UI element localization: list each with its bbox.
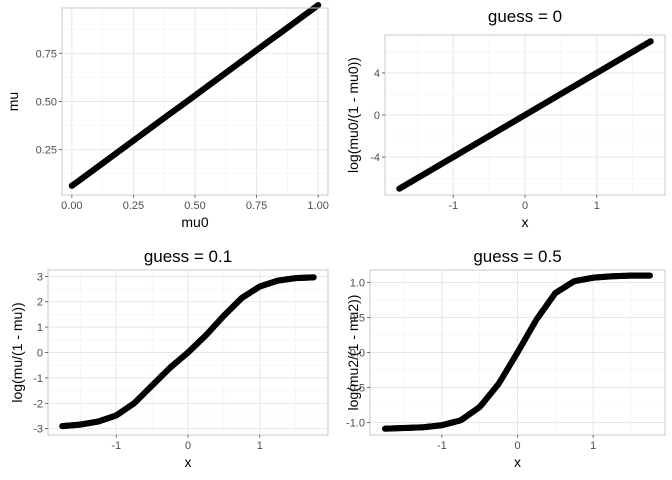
data-points [382, 272, 653, 432]
x-tick-label: 0.75 [246, 200, 267, 212]
y-tick-label: 1.0 [350, 278, 365, 290]
x-axis-title: mu0 [181, 214, 208, 230]
x-tick-label: 1 [594, 200, 600, 212]
y-tick-label: 3 [37, 271, 43, 283]
x-tick-label: 0 [522, 200, 528, 212]
panel-title: guess = 0 [488, 7, 562, 26]
y-axis-title: log(mu0/(1 - mu0)) [345, 57, 361, 173]
y-tick-label: 0.25 [36, 145, 57, 157]
gridlines [48, 270, 328, 435]
y-tick-label: -4 [370, 152, 380, 164]
y-tick-label: -2 [33, 398, 43, 410]
y-axis-title: mu [5, 92, 21, 111]
x-tick-label: 1 [257, 440, 263, 452]
x-tick-label: -1 [448, 200, 458, 212]
data-point [310, 274, 317, 281]
x-tick-label: 0.50 [184, 200, 205, 212]
data-points [396, 38, 654, 192]
gridlines [385, 35, 665, 195]
panel-4: -1 0 1 -1.0 -0.5 0.0 0.5 1.0 x log(mu2/(1 - mu2))… [345, 247, 666, 470]
x-tick-label: 0 [185, 440, 191, 452]
x-tick-label: -1 [437, 440, 447, 452]
panel-3: -1 0 1 -3 -2 -1 0 1 2 3 x log(mu/(1 - mu)) guess = 0… [9, 247, 329, 470]
x-tick-label: 1.00 [307, 200, 328, 212]
y-tick-label: -1.0 [346, 417, 365, 429]
data-point [315, 2, 322, 9]
panel-title: guess = 0.1 [144, 247, 232, 266]
x-tick-label: 0.00 [61, 200, 82, 212]
y-tick-label: 0.5 [350, 313, 365, 325]
y-tick-label: 0.75 [36, 48, 57, 60]
y-tick-label: 2 [37, 297, 43, 309]
y-axis-title: log(mu/(1 - mu)) [9, 302, 25, 402]
y-tick-label: 0.50 [36, 97, 57, 109]
panel-2: -1 0 1 -4 0 4 x log(mu0/(1 - mu0)) guess = 0 [345, 7, 666, 230]
y-tick-label: 0.0 [350, 348, 365, 360]
x-tick-label: -1 [111, 440, 121, 452]
gridlines [370, 270, 665, 435]
y-tick-label: 1 [37, 322, 43, 334]
x-tick-label: 1 [590, 440, 596, 452]
data-point [646, 272, 653, 279]
data-points [59, 274, 317, 430]
x-tick-label: 0.25 [123, 200, 144, 212]
x-axis-title: x [514, 454, 521, 470]
panel-1: 0.00 0.25 0.50 0.75 1.00 0.25 0.50 0.75 mu0 mu [5, 2, 329, 230]
y-tick-label: 4 [374, 68, 380, 80]
y-axis-title: log(mu2/(1 - mu2)) [345, 295, 361, 411]
x-tick-label: 0 [514, 440, 520, 452]
data-point [647, 38, 654, 45]
y-tick-label: -1 [33, 373, 43, 385]
y-tick-label: 0 [37, 348, 43, 360]
y-tick-label: -3 [33, 424, 43, 436]
y-tick-label: -0.5 [346, 382, 365, 394]
panel-title: guess = 0.5 [473, 247, 561, 266]
x-axis-title: x [522, 214, 529, 230]
y-tick-label: 0 [374, 110, 380, 122]
x-axis-title: x [185, 454, 192, 470]
